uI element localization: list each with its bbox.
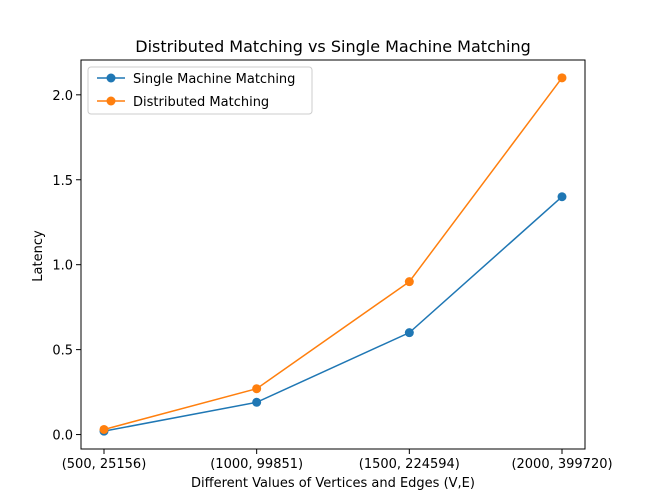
data-point-single-machine	[252, 397, 262, 407]
legend-marker-single-machine	[106, 73, 116, 83]
x-tick-label: (500, 25156)	[62, 457, 147, 472]
x-axis-label: Different Values of Vertices and Edges (…	[191, 476, 475, 491]
legend: Single Machine Matching Distributed Matc…	[87, 66, 313, 115]
plot-area-frame	[80, 59, 586, 450]
data-point-distributed	[252, 384, 262, 394]
y-tick-label: 1.5	[52, 174, 73, 189]
legend-label-single-machine: Single Machine Matching	[133, 72, 295, 87]
y-axis-label: Latency	[31, 230, 46, 282]
data-point-single-machine	[557, 192, 567, 202]
legend-label-distributed: Distributed Matching	[133, 95, 269, 110]
x-tick-label: (1000, 99851)	[210, 457, 303, 472]
data-point-distributed	[404, 277, 414, 287]
series-line-single-machine	[103, 196, 563, 432]
legend-marker-distributed	[106, 96, 116, 106]
y-tick-label: 0.5	[52, 344, 73, 359]
y-tick-label: 2.0	[52, 89, 73, 104]
x-tick-label: (2000, 399720)	[511, 457, 612, 472]
data-point-distributed	[99, 424, 109, 434]
y-tick-label: 0.0	[52, 429, 73, 444]
series-line-distributed	[103, 77, 563, 431]
chart-title: Distributed Matching vs Single Machine M…	[135, 37, 531, 56]
data-point-single-machine	[404, 328, 414, 338]
y-axis: 0.0 0.5 1.0 1.5 2.0	[52, 89, 81, 444]
series-layer	[99, 73, 567, 436]
data-point-distributed	[557, 73, 567, 83]
x-tick-label: (1500, 224594)	[359, 457, 460, 472]
x-axis: (500, 25156) (1000, 99851) (1500, 224594) (…	[62, 449, 613, 472]
y-tick-label: 1.0	[52, 259, 73, 274]
legend-box	[87, 66, 313, 115]
